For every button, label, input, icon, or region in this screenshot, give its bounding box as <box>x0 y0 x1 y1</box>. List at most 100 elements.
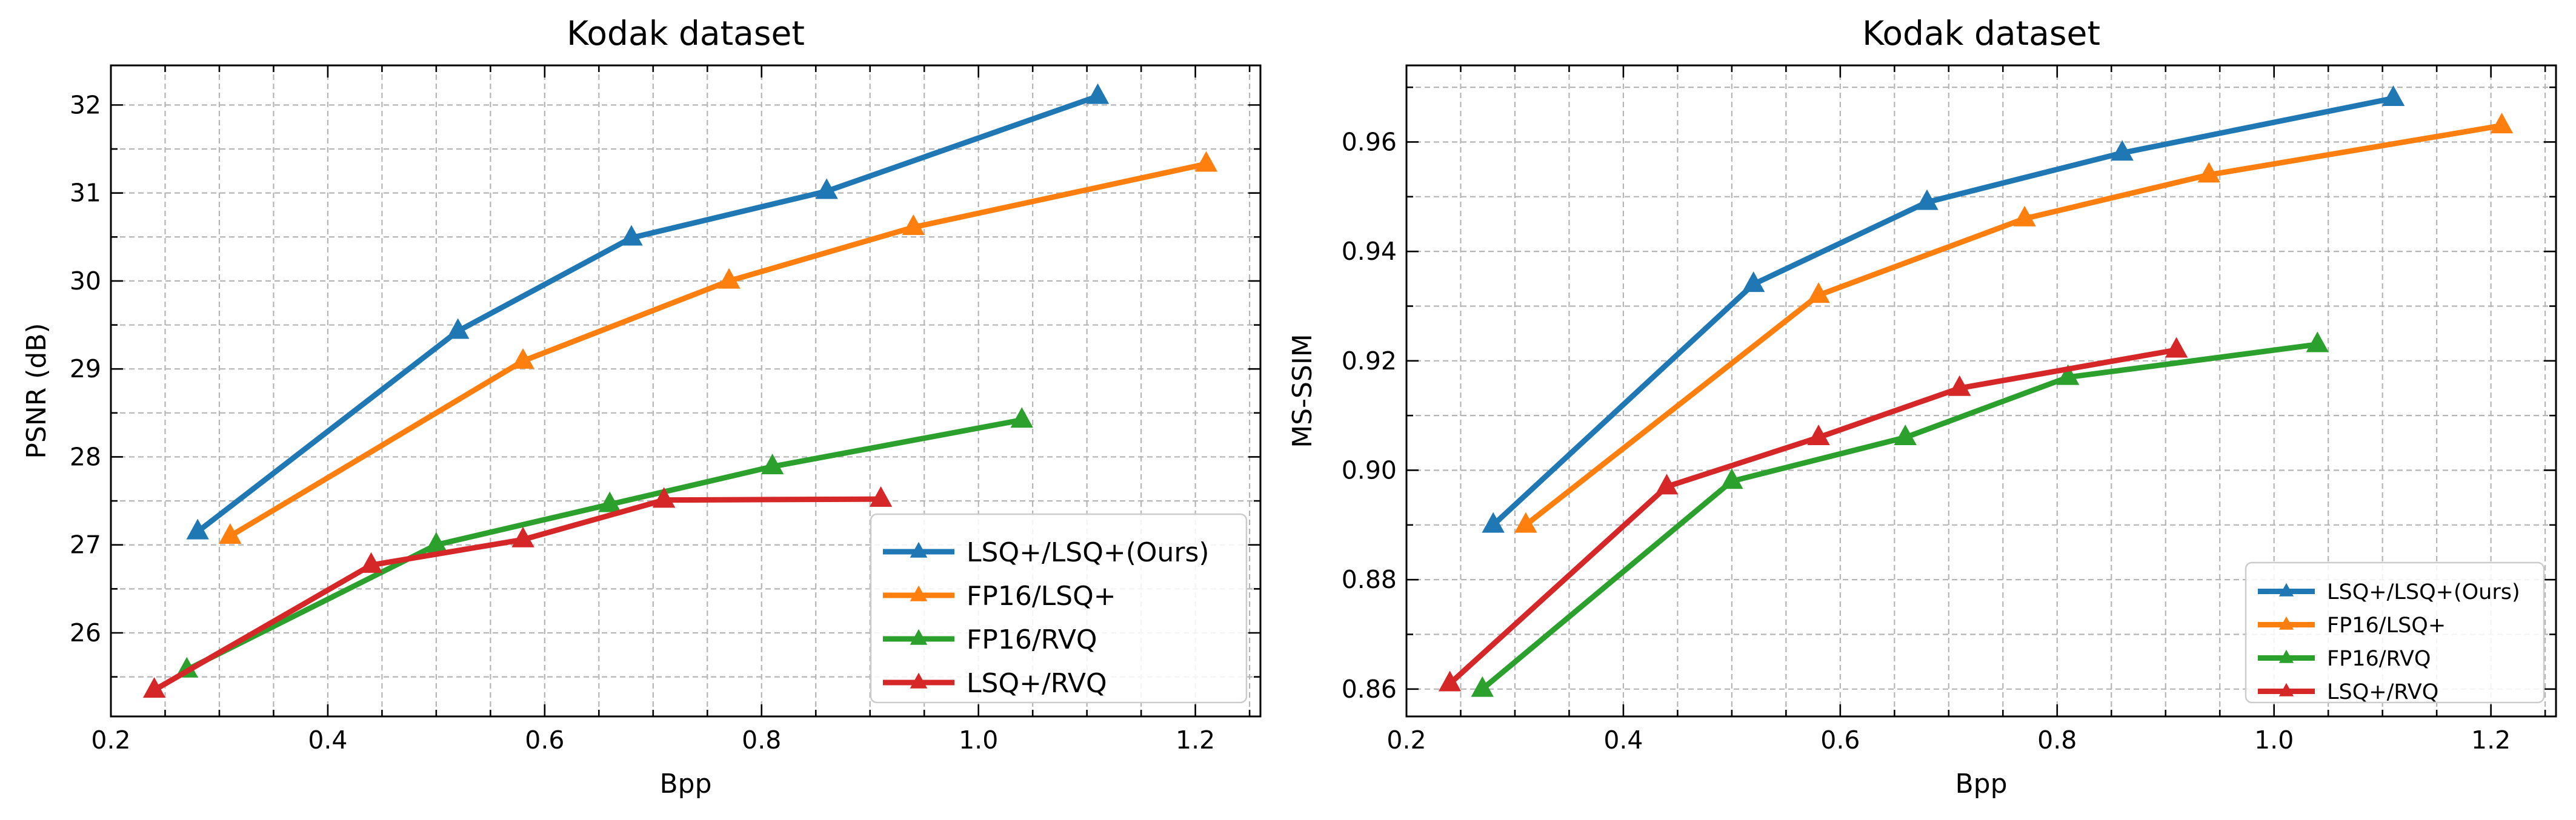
data-point-lsq-rvq <box>1655 474 1679 495</box>
data-point-lsq-lsq-ours <box>620 225 643 246</box>
x-tick-label: 0.6 <box>1820 726 1860 755</box>
y-tick-label: 0.90 <box>1342 455 1397 484</box>
series-fp16-rvq <box>175 407 1033 678</box>
data-point-fp16-lsq <box>2490 113 2514 134</box>
data-point-lsq-rvq <box>1948 375 1971 396</box>
data-point-lsq-rvq <box>1438 670 1462 692</box>
axes-frame <box>1405 64 2557 718</box>
data-point-lsq-lsq-ours <box>1742 271 1765 293</box>
series-fp16-lsq <box>1514 113 2514 533</box>
x-tick-label: 0.8 <box>2037 726 2077 755</box>
y-tick-label: 32 <box>70 90 101 119</box>
y-tick-label: 0.86 <box>1342 675 1397 704</box>
legend-marker-lsq-lsq-ours <box>2278 583 2294 597</box>
data-point-fp16-rvq <box>1894 425 1917 446</box>
legend-label-fp16-lsq: FP16/LSQ+ <box>967 581 1116 612</box>
legend-marker-lsq-lsq-ours <box>910 541 928 558</box>
axes-frame <box>110 64 1262 718</box>
data-point-fp16-rvq <box>1010 407 1033 428</box>
data-point-fp16-lsq <box>1514 512 1537 533</box>
y-tick-label: 28 <box>70 442 101 471</box>
legend-label-fp16-lsq: FP16/LSQ+ <box>2327 613 2446 638</box>
x-tick-label: 1.2 <box>2471 726 2511 755</box>
y-tick-label: 0.92 <box>1342 346 1397 375</box>
data-point-lsq-lsq-ours <box>446 318 470 339</box>
data-point-fp16-rvq <box>760 454 784 475</box>
y-tick-label: 30 <box>70 266 101 296</box>
data-point-fp16-lsq <box>1807 282 1830 303</box>
ms-ssim-chart: 0.2 0.4 0.6 0.8 1.0 1.2 0.86 0.88 0.90 0.92 0.94 0.… <box>1287 14 2557 799</box>
data-point-fp16-rvq <box>598 491 621 512</box>
x-tick-label: 1.0 <box>2254 726 2294 755</box>
legend-marker-fp16-lsq <box>2278 616 2294 630</box>
legend-label-lsq-lsq-ours: LSQ+/LSQ+(Ours) <box>2327 580 2520 604</box>
series-lsq-lsq-ours <box>1482 85 2405 533</box>
legend-marker-fp16-rvq <box>910 629 928 645</box>
data-point-fp16-rvq <box>2056 364 2080 385</box>
data-point-lsq-rvq <box>653 487 676 508</box>
x-tick-label: 0.6 <box>525 726 564 755</box>
y-tick-label: 27 <box>70 531 101 560</box>
legend-label-lsq-lsq-ours: LSQ+/LSQ+(Ours) <box>967 537 1210 568</box>
x-tick-label: 1.2 <box>1176 726 1215 755</box>
data-point-lsq-lsq-ours <box>2111 140 2134 161</box>
data-point-fp16-lsq <box>219 523 242 544</box>
data-point-lsq-lsq-ours <box>1086 83 1110 104</box>
y-tick-label: 0.94 <box>1342 237 1397 266</box>
legend: LSQ+/LSQ+(Ours) FP16/LSQ+ FP16/RVQ LSQ+/RVQ <box>870 513 1248 704</box>
series-fp16-rvq <box>1471 331 2329 697</box>
legend: LSQ+/LSQ+(Ours) FP16/LSQ+ FP16/RVQ LSQ+/RVQ <box>2245 561 2545 704</box>
data-point-lsq-lsq-ours <box>186 518 209 540</box>
data-point-fp16-rvq <box>2306 331 2329 352</box>
series-lsq-rvq <box>1438 337 2188 692</box>
x-tick-label: 0.4 <box>1603 726 1643 755</box>
legend-label-lsq-rvq: LSQ+/RVQ <box>967 668 1107 699</box>
y-axis-label: PSNR (dB) <box>21 323 52 458</box>
legend-label-fp16-rvq: FP16/RVQ <box>2327 647 2431 671</box>
x-tick-label: 1.0 <box>959 726 998 755</box>
legend-marker-fp16-rvq <box>2278 649 2294 663</box>
y-tick-label: 0.88 <box>1342 565 1397 594</box>
y-tick-label: 26 <box>70 618 101 647</box>
data-point-lsq-rvq <box>1807 425 1830 446</box>
y-tick-label: 31 <box>70 179 101 208</box>
x-tick-label: 0.8 <box>742 726 781 755</box>
data-point-fp16-rvq <box>1720 468 1743 489</box>
series-lsq-lsq-ours <box>186 83 1110 540</box>
chart-title: Kodak dataset <box>567 14 805 53</box>
data-point-lsq-lsq-ours <box>1915 189 1939 210</box>
data-point-fp16-lsq <box>717 268 741 289</box>
data-point-lsq-rvq <box>359 552 383 573</box>
x-tick-label: 0.2 <box>91 726 130 755</box>
data-point-fp16-lsq <box>511 348 534 369</box>
data-point-fp16-lsq <box>2013 205 2036 226</box>
data-point-fp16-lsq <box>902 214 925 236</box>
data-point-lsq-lsq-ours <box>1482 512 1505 533</box>
x-axis-label: Bpp <box>1955 769 2007 799</box>
data-point-fp16-lsq <box>1194 151 1218 172</box>
psnr-chart: 0.2 0.4 0.6 0.8 1.0 1.2 26 27 28 29 30 31 32 Kodak da… <box>21 14 1262 799</box>
legend-marker-lsq-rvq <box>2278 683 2294 696</box>
legend-label-lsq-rvq: LSQ+/RVQ <box>2327 680 2438 704</box>
x-tick-label: 0.2 <box>1386 726 1426 755</box>
data-point-fp16-rvq <box>1471 676 1494 697</box>
legend-marker-lsq-rvq <box>910 672 928 689</box>
y-tick-label: 0.96 <box>1342 127 1397 156</box>
legend-box <box>2245 561 2545 704</box>
data-point-lsq-rvq <box>511 526 534 547</box>
series-lsq-rvq <box>142 486 893 698</box>
data-point-fp16-lsq <box>2197 162 2221 183</box>
legend-box <box>870 513 1248 704</box>
data-point-lsq-rvq <box>869 486 893 507</box>
legend-label-fp16-rvq: FP16/RVQ <box>967 624 1097 655</box>
data-point-lsq-lsq-ours <box>2381 85 2405 106</box>
series-fp16-lsq <box>219 151 1218 544</box>
data-point-fp16-rvq <box>425 532 448 553</box>
chart-title: Kodak dataset <box>1862 14 2100 53</box>
y-tick-label: 29 <box>70 354 101 383</box>
y-axis-label: MS-SSIM <box>1287 334 1318 448</box>
x-tick-label: 0.4 <box>308 726 347 755</box>
data-point-lsq-lsq-ours <box>815 178 838 199</box>
